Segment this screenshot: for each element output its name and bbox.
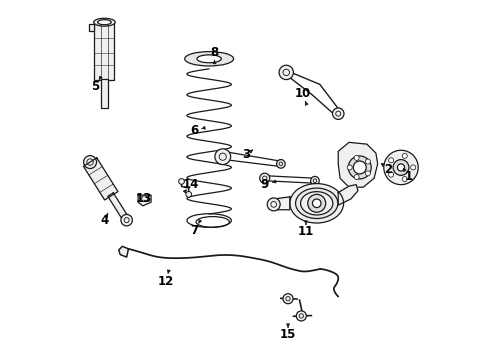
Circle shape: [333, 108, 344, 120]
Circle shape: [279, 65, 294, 80]
Text: 3: 3: [242, 148, 250, 161]
Circle shape: [260, 173, 270, 183]
Circle shape: [402, 176, 407, 181]
Circle shape: [313, 199, 321, 208]
Bar: [95, 23, 115, 80]
Circle shape: [384, 150, 418, 185]
Circle shape: [353, 161, 366, 174]
Ellipse shape: [300, 192, 333, 215]
Text: 12: 12: [158, 275, 174, 288]
Polygon shape: [83, 158, 118, 200]
Text: 6: 6: [190, 124, 198, 137]
Circle shape: [354, 175, 359, 180]
Circle shape: [283, 294, 293, 304]
Ellipse shape: [290, 184, 343, 223]
Circle shape: [215, 149, 231, 165]
Circle shape: [179, 179, 184, 184]
Circle shape: [348, 156, 371, 179]
Polygon shape: [138, 195, 151, 206]
Circle shape: [354, 156, 359, 161]
Text: 1: 1: [404, 170, 413, 183]
Polygon shape: [89, 24, 95, 31]
Circle shape: [397, 164, 405, 171]
Ellipse shape: [94, 18, 115, 26]
Circle shape: [389, 158, 393, 163]
Text: 8: 8: [210, 46, 219, 59]
Circle shape: [267, 198, 280, 211]
Text: 15: 15: [280, 328, 296, 341]
Text: 14: 14: [182, 178, 198, 191]
Circle shape: [308, 194, 326, 212]
Circle shape: [393, 159, 409, 175]
Circle shape: [366, 171, 370, 176]
Circle shape: [276, 159, 285, 168]
Ellipse shape: [98, 20, 111, 25]
Ellipse shape: [295, 188, 338, 219]
Ellipse shape: [185, 51, 234, 66]
Circle shape: [366, 159, 370, 164]
Circle shape: [296, 311, 306, 321]
Polygon shape: [119, 246, 128, 257]
Bar: [101, 79, 108, 108]
Text: 13: 13: [136, 192, 152, 205]
Circle shape: [121, 215, 132, 226]
Text: 10: 10: [294, 87, 311, 100]
Text: 11: 11: [298, 225, 314, 238]
Circle shape: [311, 176, 319, 185]
Circle shape: [84, 156, 97, 168]
Ellipse shape: [197, 55, 221, 63]
Text: 7: 7: [191, 224, 199, 237]
Circle shape: [402, 153, 407, 158]
Circle shape: [186, 192, 192, 197]
Text: 5: 5: [91, 80, 99, 93]
Polygon shape: [271, 197, 290, 210]
Polygon shape: [108, 193, 129, 222]
Polygon shape: [338, 142, 378, 187]
Text: 4: 4: [100, 214, 109, 227]
Circle shape: [347, 165, 352, 170]
Circle shape: [389, 172, 393, 177]
Text: 2: 2: [384, 163, 392, 176]
Polygon shape: [338, 185, 358, 205]
Circle shape: [411, 165, 416, 170]
Text: 9: 9: [261, 178, 269, 191]
